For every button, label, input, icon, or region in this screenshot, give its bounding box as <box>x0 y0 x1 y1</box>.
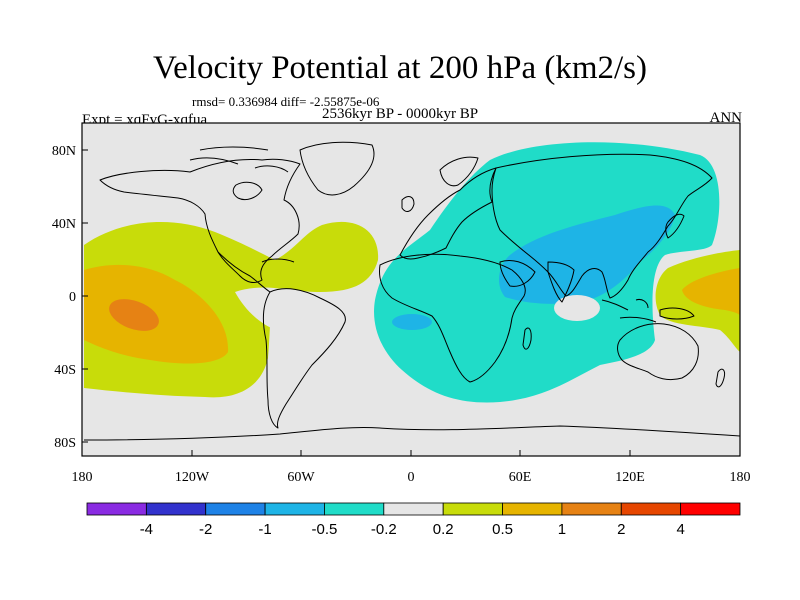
coast-north-america <box>99 158 301 284</box>
colorbar-label: 4 <box>676 521 684 538</box>
coast-scandinavia <box>439 156 479 187</box>
lat-label-80n: 80N <box>52 144 76 159</box>
contour-blue-africa <box>392 314 432 330</box>
colorbar-swatch <box>145 502 207 516</box>
coast-new-guinea <box>659 307 695 320</box>
lon-label-60w: 60W <box>287 470 315 485</box>
lat-label-40n: 40N <box>52 217 76 232</box>
period-label: 2536kyr BP - 0000kyr BP <box>322 106 479 122</box>
lon-label-180e: 180 <box>730 470 751 485</box>
colorbar-label: 2 <box>617 521 625 538</box>
contour-hole-indian <box>554 295 600 321</box>
lat-label-80s: 80S <box>54 436 76 451</box>
coast-africa <box>379 253 526 383</box>
lon-label-120e: 120E <box>615 470 645 485</box>
contour-fill-layer <box>84 142 740 403</box>
stats-label: rmsd= 0.336984 diff= -2.55875e-06 <box>192 94 380 109</box>
colorbar-label: 1 <box>558 521 566 538</box>
colorbar-swatch <box>324 502 385 516</box>
lon-label-180w: 180 <box>72 470 93 485</box>
contour-hole-atlantic <box>235 287 300 330</box>
coast-japan <box>665 213 685 239</box>
colorbar-labels: -4 -2 -1 -0.5 -0.2 0.2 0.5 1 2 4 <box>140 521 685 538</box>
colorbar-swatch <box>442 502 503 516</box>
colorbar-swatch <box>561 502 622 516</box>
lon-label-60e: 60E <box>509 470 532 485</box>
colorbar-label: 0.5 <box>492 521 513 538</box>
coast-arctic-islands <box>189 146 289 173</box>
colorbar <box>86 502 741 516</box>
contour-darkorange-pacific <box>109 299 159 331</box>
axis-ticks <box>81 149 741 456</box>
colorbar-swatch <box>620 502 682 516</box>
season-label: ANN <box>709 110 743 126</box>
coast-arabia <box>499 259 536 287</box>
colorbar-swatch <box>680 502 741 516</box>
coast-new-zealand <box>715 368 725 388</box>
colorbar-swatch <box>264 502 325 516</box>
contour-blue-asia <box>498 205 675 304</box>
coast-uk <box>401 196 415 212</box>
coast-se-asia <box>601 299 657 323</box>
colorbar-swatch <box>383 502 444 516</box>
colorbar-swatch <box>205 502 266 516</box>
coast-australia <box>617 323 699 381</box>
colorbar-label: -1 <box>258 521 271 538</box>
colorbar-label: -0.2 <box>371 521 397 538</box>
coast-south-america <box>262 288 346 429</box>
lon-label-0: 0 <box>408 470 415 485</box>
coast-europe <box>399 167 497 260</box>
lat-label-eq: 0 <box>69 290 76 305</box>
plot-title: Velocity Potential at 200 hPa (km2/s) <box>152 50 648 86</box>
coast-antarctica <box>83 425 740 441</box>
coast-madagascar <box>522 327 532 350</box>
colorbar-label: -0.5 <box>312 521 338 538</box>
contour-orange-westpacific <box>682 268 740 316</box>
colorbar-swatch <box>502 502 563 516</box>
colorbar-label: -2 <box>199 521 212 538</box>
coastline-layer <box>83 141 740 441</box>
coast-india <box>547 261 575 303</box>
coast-central-america <box>217 251 295 293</box>
coast-greenland <box>299 141 375 196</box>
coast-asia <box>491 153 713 299</box>
lon-label-120w: 120W <box>175 470 210 485</box>
colorbar-label: 0.2 <box>433 521 454 538</box>
colorbar-label: -4 <box>140 521 153 538</box>
coast-hudson-bay <box>232 181 263 201</box>
lat-label-40s: 40S <box>54 363 76 378</box>
colorbar-swatch <box>86 502 147 516</box>
